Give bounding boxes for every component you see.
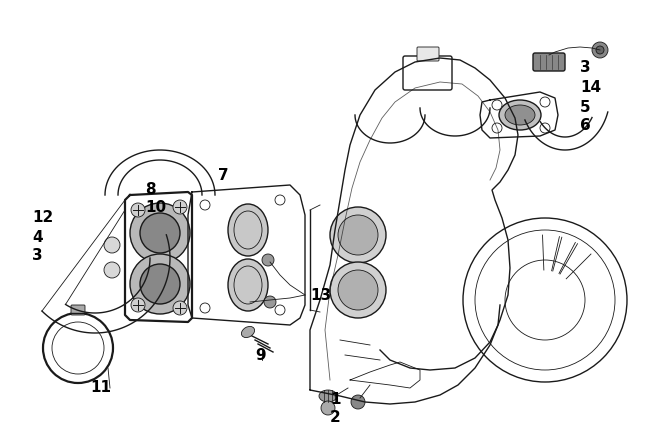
Circle shape bbox=[173, 200, 187, 214]
Text: 11: 11 bbox=[90, 381, 111, 396]
FancyBboxPatch shape bbox=[417, 47, 439, 61]
Ellipse shape bbox=[228, 259, 268, 311]
Circle shape bbox=[200, 200, 210, 210]
Circle shape bbox=[338, 215, 378, 255]
Circle shape bbox=[173, 301, 187, 315]
Ellipse shape bbox=[228, 204, 268, 256]
Circle shape bbox=[200, 303, 210, 313]
Circle shape bbox=[131, 298, 145, 312]
Text: 7: 7 bbox=[218, 168, 229, 182]
Circle shape bbox=[262, 254, 274, 266]
Text: 13: 13 bbox=[310, 288, 331, 302]
Text: 8: 8 bbox=[145, 182, 155, 197]
Circle shape bbox=[275, 195, 285, 205]
Circle shape bbox=[131, 203, 145, 217]
Text: 4: 4 bbox=[32, 231, 43, 245]
Circle shape bbox=[330, 207, 386, 263]
Text: 3: 3 bbox=[580, 60, 591, 76]
Circle shape bbox=[275, 305, 285, 315]
Ellipse shape bbox=[505, 105, 535, 125]
Text: 3: 3 bbox=[32, 248, 43, 264]
Circle shape bbox=[492, 123, 502, 133]
Circle shape bbox=[104, 237, 120, 253]
Text: 12: 12 bbox=[32, 210, 53, 226]
Text: 5: 5 bbox=[580, 101, 591, 115]
Circle shape bbox=[338, 270, 378, 310]
FancyBboxPatch shape bbox=[533, 53, 565, 71]
Text: 9: 9 bbox=[255, 347, 266, 362]
Text: 1: 1 bbox=[330, 393, 341, 407]
Text: 10: 10 bbox=[145, 200, 166, 216]
Circle shape bbox=[330, 262, 386, 318]
Circle shape bbox=[264, 296, 276, 308]
Circle shape bbox=[540, 97, 550, 107]
Ellipse shape bbox=[319, 390, 337, 402]
Circle shape bbox=[492, 100, 502, 110]
Circle shape bbox=[351, 395, 365, 409]
Circle shape bbox=[140, 264, 180, 304]
Circle shape bbox=[540, 123, 550, 133]
Ellipse shape bbox=[241, 327, 255, 337]
Circle shape bbox=[140, 213, 180, 253]
Text: 2: 2 bbox=[330, 410, 341, 426]
Circle shape bbox=[130, 254, 190, 314]
Circle shape bbox=[596, 46, 604, 54]
Ellipse shape bbox=[499, 100, 541, 130]
FancyBboxPatch shape bbox=[71, 305, 85, 315]
Text: 14: 14 bbox=[580, 80, 601, 95]
Circle shape bbox=[104, 262, 120, 278]
Circle shape bbox=[321, 401, 335, 415]
Circle shape bbox=[592, 42, 608, 58]
Circle shape bbox=[130, 203, 190, 263]
Text: 6: 6 bbox=[580, 118, 591, 133]
